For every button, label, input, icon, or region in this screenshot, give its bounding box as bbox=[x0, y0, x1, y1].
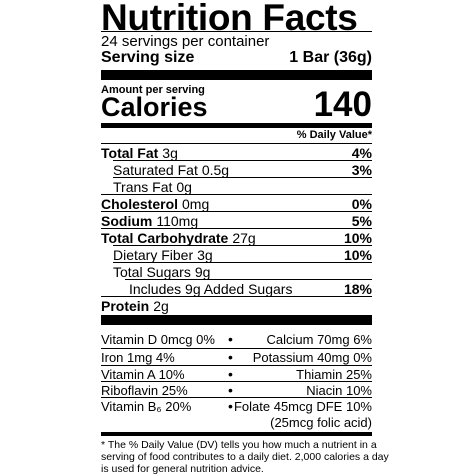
nutrient-row: Includes 9g Added Sugars 18% bbox=[125, 279, 372, 297]
vitamin-right: Niacin 10% bbox=[306, 383, 372, 398]
nutrient-dv: 5% bbox=[351, 212, 372, 229]
nutrient-amount: 2g bbox=[153, 297, 169, 314]
thick-rule bbox=[101, 315, 372, 325]
bullet: • bbox=[228, 382, 233, 398]
serving-size-row: Serving size 1 Bar (36g) bbox=[101, 49, 372, 67]
serving-size: 1 Bar (36g) bbox=[289, 49, 372, 66]
vitamin-row: Riboflavin 25% • Niacin 10% bbox=[101, 381, 372, 398]
calories-label: Calories bbox=[101, 92, 208, 122]
vitamin-left: Riboflavin 25% bbox=[101, 383, 188, 398]
nutrient-name: Includes 9g Added Sugars bbox=[129, 280, 293, 297]
nutrition-label: Nutrition Facts 24 servings per containe… bbox=[101, 0, 389, 475]
nutrient-name: Cholesterol bbox=[101, 195, 179, 212]
vitamin-right: Calcium 70mg 6% bbox=[266, 332, 373, 347]
nutrient-amount: 3g bbox=[197, 246, 213, 263]
nutrient-row: Saturated Fat 0.5g 3% bbox=[113, 160, 372, 178]
nutrient-dv: 10% bbox=[343, 246, 372, 263]
nutrient-dv: 3% bbox=[351, 161, 372, 178]
daily-value-heading: % Daily Value* bbox=[296, 129, 372, 141]
vitamin-row: Vitamin D 0mcg 0% • Calcium 70mg 6% bbox=[101, 331, 372, 347]
footnote: * The % Daily Value (DV) tells you how m… bbox=[101, 439, 389, 475]
medium-rule bbox=[101, 123, 372, 128]
calories-value: 140 bbox=[313, 85, 372, 124]
thick-rule bbox=[101, 70, 372, 80]
footnote-line: * The % Daily Value (DV) tells you how m… bbox=[101, 439, 377, 451]
nutrient-name: Total Fat bbox=[101, 144, 159, 161]
nutrient-dv: 4% bbox=[351, 144, 372, 161]
vitamin-row: Vitamin A 10% • Thiamin 25% bbox=[101, 365, 372, 382]
vitamin-row: Iron 1mg 4% • Potassium 40mg 0% bbox=[101, 348, 372, 365]
serving-size-label: Serving size bbox=[101, 49, 195, 66]
nutrient-name: Total Sugars bbox=[113, 263, 191, 280]
nutrient-amount: 3g bbox=[162, 144, 178, 161]
footnote-line: serving of food contributes to a daily d… bbox=[101, 451, 389, 463]
nutrient-name: Dietary Fiber bbox=[113, 246, 194, 263]
bullet: • bbox=[228, 366, 233, 382]
calories-row: Calories 140 bbox=[101, 85, 372, 124]
nutrient-amount: 0.5g bbox=[201, 161, 230, 178]
vitamin-right: Potassium 40mg 0% bbox=[252, 350, 372, 365]
vitamin-left: Vitamin A 10% bbox=[101, 367, 185, 382]
nutrient-row: Protein 2g bbox=[101, 296, 372, 314]
nutrient-row: Dietary Fiber 3g 10% bbox=[113, 245, 372, 263]
nutrient-amount: 0mg bbox=[182, 195, 210, 212]
bullet: • bbox=[228, 398, 233, 414]
nutrient-dv: 18% bbox=[343, 280, 372, 297]
bullet: • bbox=[228, 331, 233, 347]
servings: 24 servings per container bbox=[101, 33, 270, 50]
nutrient-name: Total Carbohydrate bbox=[101, 229, 229, 246]
footnote-line: is used for general nutrition advice. bbox=[101, 463, 264, 475]
medium-rule bbox=[101, 432, 372, 436]
nutrient-row: Sodium 110mg 5% bbox=[101, 211, 372, 229]
nutrient-amount: 9g bbox=[194, 263, 211, 280]
nutrient-dv: 0% bbox=[351, 195, 372, 212]
vitamin-right: Folate 45mcg DFE 10% bbox=[233, 399, 372, 414]
amount-per-serving: Amount per serving bbox=[101, 84, 205, 96]
vitamin-left: Vitamin B₆ 20% bbox=[101, 399, 192, 414]
nutrient-name: Sodium bbox=[101, 212, 153, 229]
vitamin-left: Iron 1mg 4% bbox=[101, 350, 175, 365]
nutrient-dv: 10% bbox=[343, 229, 372, 246]
nutrient-row: Total Fat 3g 4% bbox=[101, 143, 372, 161]
vitamin-left: Vitamin D 0mcg 0% bbox=[101, 332, 215, 347]
nutrient-row: Trans Fat 0g bbox=[113, 177, 372, 195]
rule bbox=[101, 31, 372, 32]
nutrient-name: Trans Fat bbox=[113, 178, 173, 195]
nutrient-amount: 110mg bbox=[156, 212, 199, 229]
vitamin-right: Thiamin 25% bbox=[296, 367, 372, 382]
vitamin-row: Vitamin B₆ 20% • Folate 45mcg DFE 10% (25mc… bbox=[101, 397, 372, 431]
vitamin-right-note: (25mcg folic acid) bbox=[270, 415, 372, 430]
bullet: • bbox=[228, 349, 233, 365]
nutrient-row: Total Sugars 9g bbox=[113, 262, 372, 280]
nutrient-amount: 0g bbox=[176, 178, 192, 195]
nutrient-name: Saturated Fat bbox=[113, 161, 198, 178]
nutrient-amount: 27g bbox=[232, 229, 256, 246]
nutrient-row: Cholesterol 0mg 0% bbox=[101, 194, 372, 212]
nutrient-name: Protein bbox=[101, 297, 150, 314]
nutrient-row: Total Carbohydrate 27g 10% bbox=[101, 228, 372, 246]
